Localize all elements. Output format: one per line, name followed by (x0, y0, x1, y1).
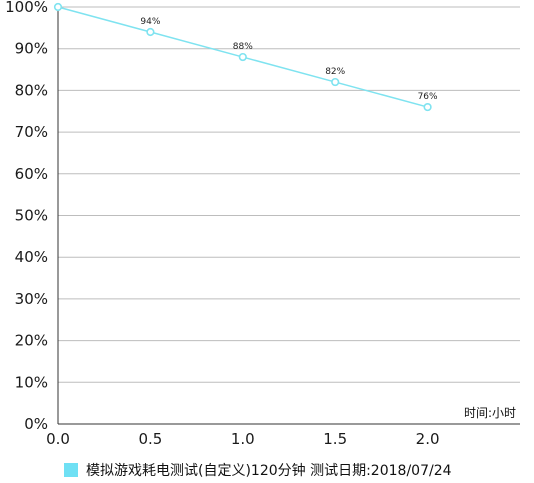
data-labels: 94% 88% 82% 76% (140, 17, 438, 102)
data-point (53, 2, 63, 12)
x-tick-label: 0.5 (138, 430, 162, 448)
y-tick-label: 80% (15, 81, 48, 99)
data-label: 76% (418, 92, 438, 102)
data-label: 82% (325, 67, 345, 77)
legend-series-name: 模拟游戏耗电测试(自定义)120分钟 测试日期:2018/07/24 (86, 463, 452, 479)
y-tick-label: 0% (24, 415, 48, 433)
y-tick-label: 30% (15, 290, 48, 308)
x-tick-label: 0.0 (46, 430, 70, 448)
y-tick-label: 70% (15, 123, 48, 141)
data-point (238, 52, 247, 62)
y-tick-label: 60% (15, 165, 48, 183)
y-tick-label: 20% (15, 332, 48, 350)
data-point (146, 27, 155, 37)
y-tick-labels: 0% 10% 20% 30% 40% 50% 60% 70% 80% 90% 100% (5, 0, 48, 433)
x-tick-label: 1.5 (323, 430, 347, 448)
data-point (423, 102, 432, 112)
data-label: 94% (140, 17, 160, 27)
y-tick-label: 10% (15, 373, 48, 391)
y-tick-label: 40% (15, 248, 48, 266)
y-tick-label: 90% (15, 40, 48, 58)
x-unit-label: 时间:小时 (464, 406, 516, 420)
data-label: 88% (233, 42, 253, 52)
data-points (53, 2, 432, 112)
y-tick-label: 100% (5, 0, 48, 16)
data-point (331, 77, 340, 87)
x-tick-label: 1.0 (231, 430, 255, 448)
axes (57, 5, 520, 425)
x-tick-labels: 0.0 0.5 1.0 1.5 2.0 (46, 430, 439, 448)
x-tick-label: 2.0 (416, 430, 440, 448)
y-tick-label: 50% (15, 207, 48, 225)
gridlines (58, 6, 520, 383)
legend: 模拟游戏耗电测试(自定义)120分钟 测试日期:2018/07/24 (64, 460, 452, 480)
legend-swatch (64, 463, 78, 477)
